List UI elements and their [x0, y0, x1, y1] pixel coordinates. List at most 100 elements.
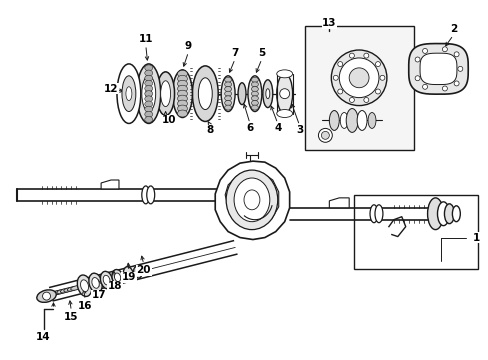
Ellipse shape [224, 96, 231, 101]
Text: 2: 2 [449, 24, 456, 34]
Ellipse shape [276, 70, 292, 78]
Ellipse shape [177, 105, 187, 112]
Ellipse shape [144, 80, 152, 86]
Bar [353, 195, 477, 269]
Circle shape [363, 53, 368, 58]
Ellipse shape [328, 111, 339, 130]
Ellipse shape [427, 198, 443, 230]
Text: 8: 8 [206, 125, 213, 135]
Ellipse shape [117, 64, 141, 123]
Ellipse shape [198, 78, 212, 109]
Text: 3: 3 [295, 125, 303, 135]
Circle shape [375, 62, 380, 67]
Circle shape [422, 84, 427, 89]
Circle shape [379, 75, 384, 80]
Ellipse shape [137, 64, 161, 123]
Ellipse shape [172, 70, 192, 117]
Ellipse shape [369, 205, 377, 223]
Ellipse shape [225, 170, 277, 230]
Circle shape [363, 98, 368, 103]
Ellipse shape [224, 82, 231, 87]
Text: 14: 14 [36, 332, 51, 342]
Ellipse shape [144, 70, 152, 76]
Ellipse shape [156, 72, 174, 116]
Circle shape [321, 131, 328, 139]
Ellipse shape [177, 75, 187, 82]
Ellipse shape [247, 76, 262, 112]
Ellipse shape [177, 85, 187, 92]
Ellipse shape [177, 110, 187, 117]
Ellipse shape [265, 89, 269, 99]
Ellipse shape [67, 287, 77, 291]
Polygon shape [224, 172, 278, 226]
Polygon shape [17, 189, 218, 201]
Text: 10: 10 [161, 116, 176, 126]
Ellipse shape [133, 266, 142, 278]
Ellipse shape [114, 273, 121, 282]
Ellipse shape [177, 70, 187, 77]
Ellipse shape [251, 96, 258, 101]
Polygon shape [215, 161, 289, 239]
Circle shape [375, 89, 380, 94]
Circle shape [339, 58, 378, 98]
Ellipse shape [92, 278, 99, 288]
Ellipse shape [367, 113, 375, 129]
Circle shape [442, 47, 447, 52]
Ellipse shape [81, 280, 88, 292]
Ellipse shape [192, 66, 218, 121]
Ellipse shape [374, 205, 382, 223]
Ellipse shape [234, 178, 269, 222]
Ellipse shape [46, 292, 56, 296]
Ellipse shape [123, 267, 134, 282]
Circle shape [349, 98, 354, 103]
Ellipse shape [177, 90, 187, 97]
Circle shape [442, 86, 447, 91]
Ellipse shape [177, 95, 187, 102]
Ellipse shape [177, 80, 187, 87]
Ellipse shape [251, 91, 258, 96]
Circle shape [333, 75, 338, 80]
Ellipse shape [276, 109, 292, 117]
Ellipse shape [224, 86, 231, 91]
Text: 15: 15 [64, 312, 79, 322]
Ellipse shape [89, 273, 102, 293]
Ellipse shape [346, 109, 357, 132]
Text: 7: 7 [231, 48, 238, 58]
Ellipse shape [276, 74, 292, 113]
Ellipse shape [224, 91, 231, 96]
Ellipse shape [53, 290, 63, 294]
Text: 4: 4 [273, 123, 281, 134]
Ellipse shape [238, 83, 245, 105]
Ellipse shape [221, 76, 235, 112]
Text: 5: 5 [258, 48, 265, 58]
Ellipse shape [444, 204, 453, 224]
Text: 12: 12 [103, 84, 118, 94]
Polygon shape [289, 208, 438, 220]
Ellipse shape [100, 271, 113, 289]
Ellipse shape [340, 113, 347, 129]
Ellipse shape [57, 289, 66, 294]
Text: 20: 20 [136, 265, 151, 275]
Circle shape [414, 76, 419, 81]
Circle shape [453, 52, 458, 57]
Ellipse shape [251, 86, 258, 91]
Text: 16: 16 [78, 301, 92, 311]
Ellipse shape [144, 111, 152, 117]
Polygon shape [328, 198, 348, 208]
Ellipse shape [144, 91, 152, 96]
Ellipse shape [50, 291, 60, 296]
Polygon shape [408, 44, 468, 94]
Circle shape [457, 66, 462, 71]
Ellipse shape [251, 105, 258, 110]
Ellipse shape [263, 80, 272, 108]
Circle shape [453, 81, 458, 86]
Ellipse shape [112, 270, 123, 285]
Ellipse shape [251, 77, 258, 82]
Ellipse shape [144, 86, 152, 91]
Bar [304, 26, 413, 150]
Ellipse shape [37, 290, 56, 302]
Text: 17: 17 [92, 290, 106, 300]
Circle shape [279, 89, 289, 99]
Ellipse shape [356, 111, 366, 130]
Ellipse shape [144, 75, 152, 81]
